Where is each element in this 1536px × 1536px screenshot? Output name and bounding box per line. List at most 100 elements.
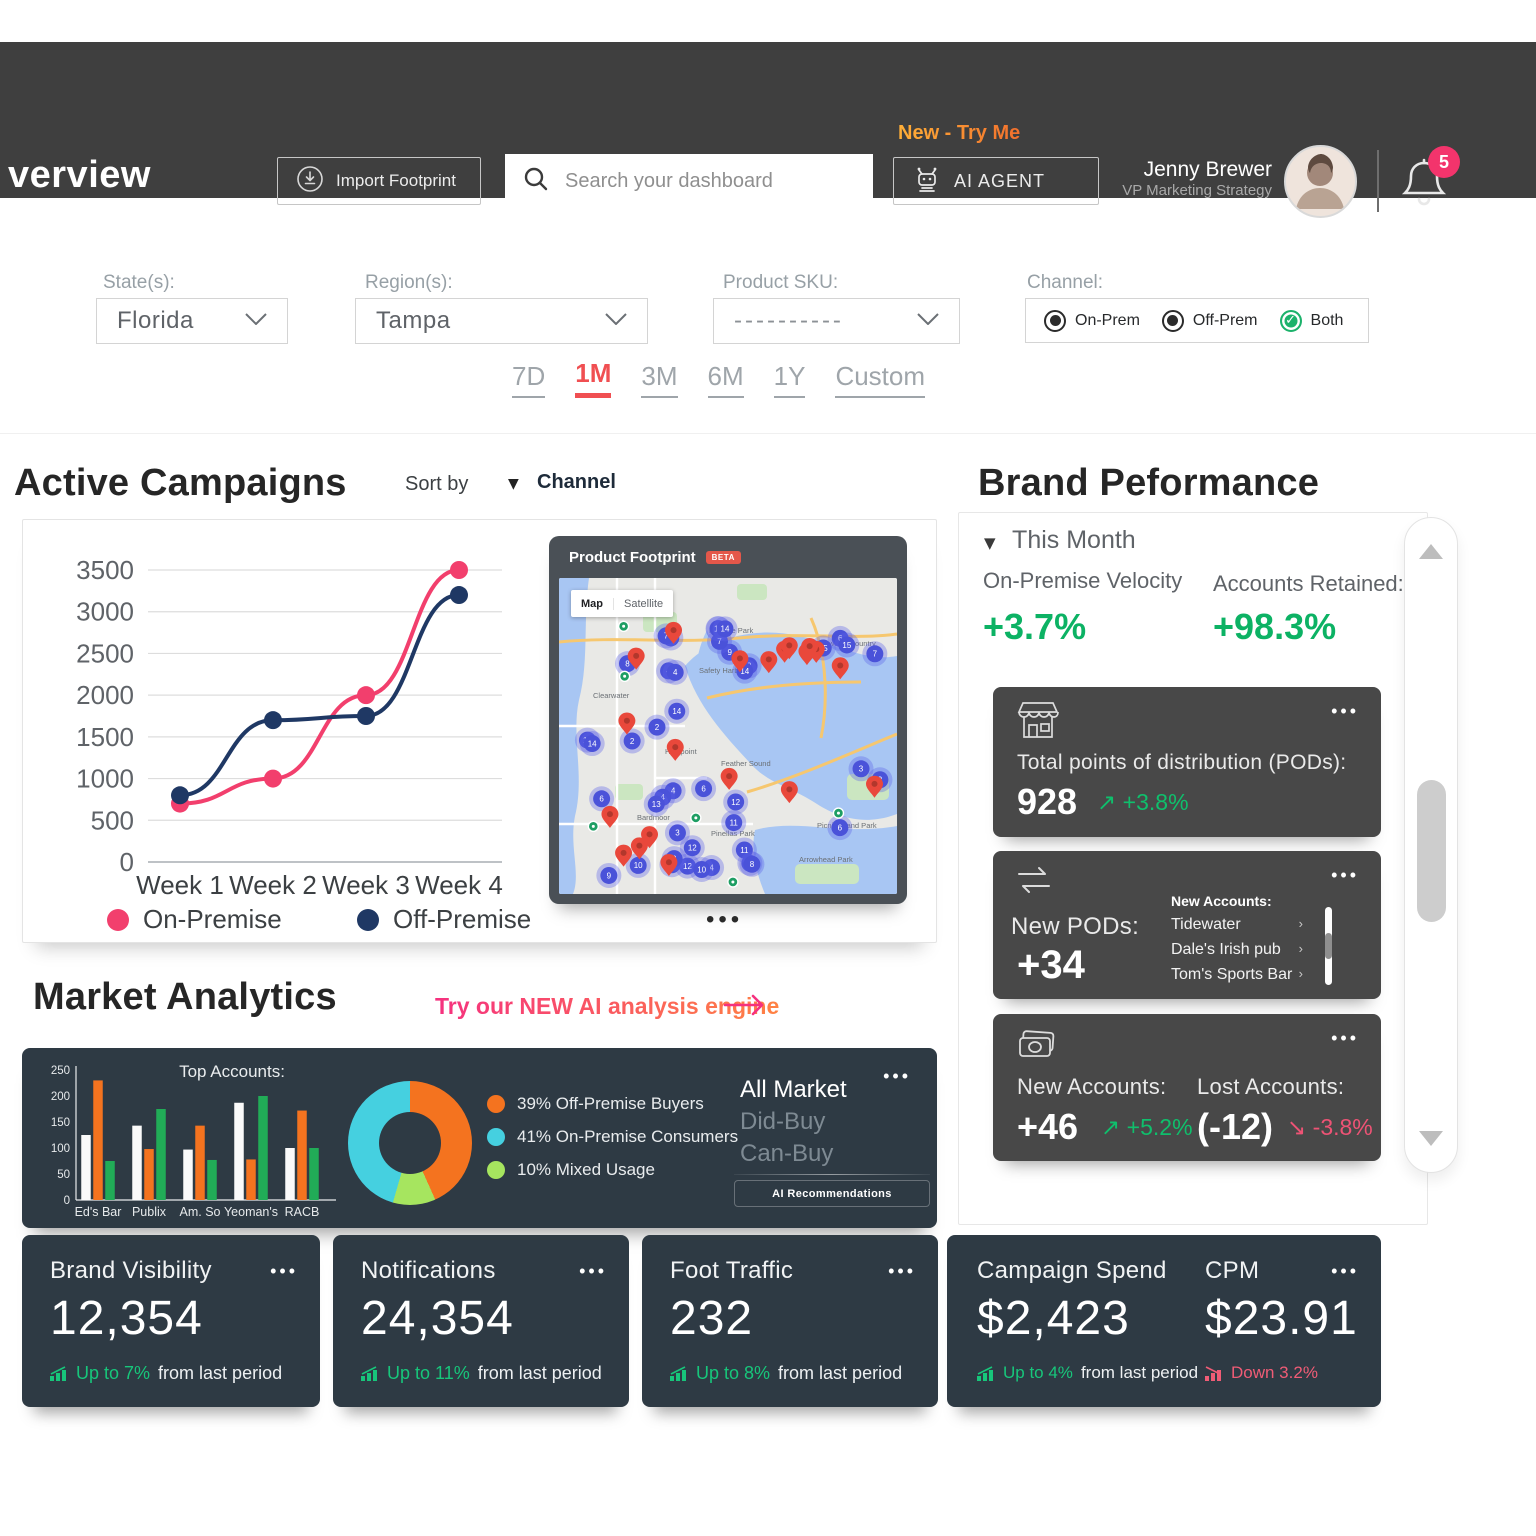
arrow-right-icon[interactable] (723, 992, 767, 1023)
state-filter-label: State(s): (103, 272, 175, 293)
dashboard-search[interactable] (505, 154, 873, 209)
trend-up-icon (50, 1366, 66, 1381)
sku-select[interactable]: ---------- (713, 298, 960, 344)
user-name: Jenny Brewer (1143, 158, 1272, 181)
svg-text:4: 4 (709, 863, 714, 872)
tab-3m[interactable]: 3M (641, 363, 678, 398)
import-footprint-button[interactable]: Import Footprint (277, 157, 481, 205)
trend-up-icon (977, 1365, 993, 1381)
market-link-can-buy[interactable]: Can-Buy (740, 1140, 834, 1167)
svg-text:14: 14 (672, 707, 681, 716)
new-accounts-list: Tidewater › Dale's Irish pub › Tom's Sport… (1171, 909, 1303, 984)
svg-text:Pinellas Park: Pinellas Park (711, 829, 755, 838)
retained-value: +98.3% (1213, 606, 1337, 647)
accounts-card-menu[interactable]: ••• (1331, 1028, 1359, 1048)
brand-performance-scrollbar[interactable] (1404, 517, 1458, 1173)
legend-on-premise: On-Premise (107, 904, 282, 935)
account-list-item[interactable]: Dale's Irish pub › (1171, 941, 1303, 958)
svg-text:14: 14 (740, 667, 749, 676)
map-canvas[interactable]: Map Satellite Philippe Par (559, 578, 897, 894)
period-select[interactable]: ▼ This Month (984, 526, 1136, 554)
avatar[interactable] (1284, 145, 1357, 218)
satellite-button[interactable]: Satellite (613, 597, 673, 610)
ai-recommendations-button[interactable]: AI Recommendations (734, 1180, 930, 1207)
svg-text:12: 12 (731, 798, 740, 807)
region-select[interactable]: Tampa (355, 298, 648, 344)
stat-card-menu[interactable]: ••• (270, 1261, 298, 1281)
svg-text:3: 3 (859, 765, 864, 774)
svg-text:Publix: Publix (132, 1205, 167, 1219)
beta-badge: BETA (705, 550, 741, 564)
tab-custom[interactable]: Custom (835, 363, 926, 398)
state-select[interactable]: Florida (96, 298, 288, 344)
radio-icon (1044, 309, 1066, 332)
velocity-label: On-Premise Velocity (983, 568, 1183, 593)
region-select-value: Tampa (376, 307, 451, 334)
pods-card-menu[interactable]: ••• (1331, 701, 1359, 721)
stat-card-menu[interactable]: ••• (888, 1261, 916, 1281)
ai-agent-button[interactable]: AI AGENT (893, 157, 1099, 205)
market-analytics-card: Top Accounts: ••• 0 50 100 150 200 250 Ed's Ba… (22, 1048, 937, 1228)
product-footprint-map[interactable]: Product Footprint BETA Map Satellite (549, 536, 907, 904)
stat-card-menu[interactable]: ••• (579, 1261, 607, 1281)
channel-option-on-prem[interactable]: On-Prem (1044, 309, 1140, 332)
scroll-down-icon[interactable] (1419, 1131, 1443, 1146)
new-pods-value: +34 (1017, 943, 1085, 987)
page-title: verview (8, 154, 151, 196)
svg-text:250: 250 (51, 1065, 70, 1077)
region-filter-label: Region(s): (365, 272, 453, 293)
cash-icon (1015, 1028, 1059, 1069)
caret-down-icon: ▼ (984, 534, 996, 552)
notification-count-badge: 5 (1428, 146, 1460, 178)
channel-option-both[interactable]: ✓ Both (1279, 309, 1343, 332)
svg-text:12: 12 (688, 844, 697, 853)
scrollbar-thumb[interactable] (1417, 780, 1446, 922)
svg-text:Clearwater: Clearwater (593, 691, 630, 700)
donut-legend-item: 41% On-Premise Consumers (487, 1127, 738, 1147)
ai-analysis-link[interactable]: Try our NEW AI analysis engine (435, 993, 780, 1019)
svg-text:Week 4: Week 4 (415, 870, 503, 900)
radio-icon (1161, 309, 1184, 332)
tab-7d[interactable]: 7D (512, 363, 546, 398)
import-footprint-label: Import Footprint (336, 171, 456, 190)
channel-option-off-prem[interactable]: Off-Prem (1161, 309, 1258, 332)
promo-label: New - Try Me (898, 122, 1021, 144)
tab-6m[interactable]: 6M (707, 363, 744, 398)
notifications-card: Notifications ••• 24,354 Up to 11% from l… (333, 1235, 629, 1407)
scroll-up-icon[interactable] (1419, 544, 1443, 559)
sort-value[interactable]: Channel (537, 471, 616, 493)
stat-value: $23.91 (1205, 1292, 1358, 1345)
svg-text:Bardmoor: Bardmoor (637, 813, 670, 822)
map-pagination-dots[interactable]: ••• (706, 906, 744, 933)
sku-select-value: ---------- (734, 307, 844, 334)
svg-text:15: 15 (842, 641, 851, 650)
stat-card-menu[interactable]: ••• (1331, 1261, 1359, 1281)
map-header: Product Footprint BETA (549, 536, 907, 578)
market-analytics-menu[interactable]: ••• (883, 1066, 911, 1086)
account-list-item[interactable]: Tidewater › (1171, 916, 1303, 933)
account-list-item[interactable]: Tom's Sports Bar › (1171, 966, 1303, 983)
market-link-did-buy[interactable]: Did-Buy (740, 1108, 826, 1135)
stat-title: Brand Visibility (50, 1257, 212, 1284)
map-button[interactable]: Map (581, 597, 603, 610)
list-scrollbar[interactable] (1325, 907, 1332, 985)
stat-value: 232 (670, 1292, 754, 1345)
stat-footer: Up to 11% from last period (361, 1363, 602, 1384)
new-pods-card-menu[interactable]: ••• (1331, 865, 1359, 885)
stat-value: 24,354 (361, 1292, 514, 1345)
stat-title: CPM (1205, 1257, 1260, 1284)
stat-title: Foot Traffic (670, 1257, 794, 1284)
legend-dot (487, 1095, 505, 1113)
lost-accounts-value: (-12) (1197, 1106, 1274, 1147)
pods-label: Total points of distribution (PODs): (1017, 751, 1347, 774)
svg-text:3: 3 (675, 829, 680, 838)
new-pods-label: New PODs: (1011, 913, 1140, 940)
sort-caret-icon[interactable]: ▼ (508, 476, 519, 492)
search-input[interactable] (565, 170, 857, 193)
market-link-all[interactable]: All Market (740, 1076, 847, 1103)
channel-filter-label: Channel: (1027, 272, 1104, 293)
svg-text:2500: 2500 (76, 638, 134, 668)
chevron-right-icon: › (1298, 966, 1303, 981)
tab-1m[interactable]: 1M (575, 360, 612, 398)
tab-1y[interactable]: 1Y (773, 363, 806, 398)
